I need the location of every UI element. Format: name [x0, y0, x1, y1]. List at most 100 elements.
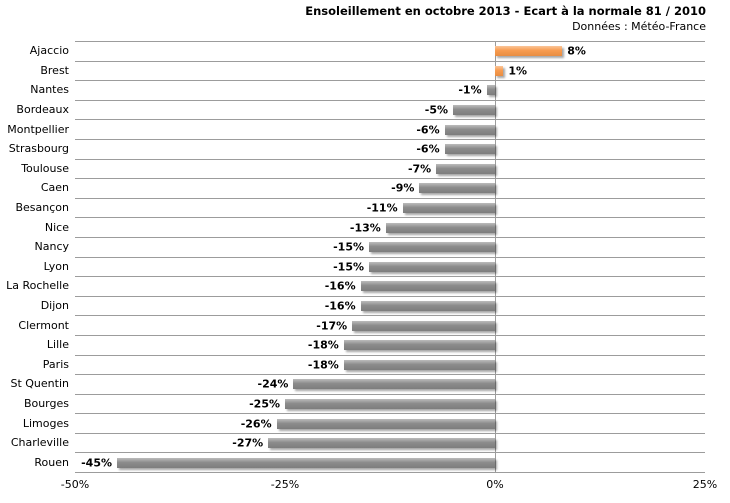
- value-label: -17%: [316, 319, 348, 333]
- category-label: Caen: [40, 181, 69, 195]
- chart-subtitle: Données : Météo-France: [572, 19, 706, 33]
- category-label: Dijon: [40, 299, 69, 313]
- negative-bar: [343, 340, 495, 351]
- category-label: Lyon: [43, 259, 69, 273]
- category-label: Clermont: [18, 318, 69, 332]
- value-label: 1%: [508, 64, 528, 78]
- negative-bar: [486, 85, 495, 96]
- category-label: Besançon: [15, 201, 69, 215]
- bar-row: -15%: [75, 258, 705, 278]
- value-label: -15%: [333, 240, 364, 254]
- plot-area: 8% 1% -1% -5% -6% -6% -7% -9% -11% -13% -15% -15% -1…: [75, 41, 705, 474]
- negative-bar: [360, 281, 495, 292]
- chart-header: Ensoleillement en octobre 2013 - Ecart à…: [200, 4, 706, 34]
- category-axis: Ajaccio Brest Nantes Bordeaux Montpellier Str…: [0, 41, 69, 472]
- bar-row: -27%: [75, 434, 705, 454]
- category-label: Strasbourg: [8, 142, 69, 156]
- value-label: -16%: [324, 279, 356, 293]
- category-label: Bordeaux: [16, 103, 69, 117]
- negative-bar: [444, 124, 495, 135]
- bar-row: 8%: [75, 42, 705, 62]
- bar-row: -13%: [75, 218, 705, 238]
- negative-bar: [285, 398, 495, 409]
- x-tick-label: -50%: [60, 478, 90, 491]
- bar-row: -15%: [75, 238, 705, 258]
- negative-bar: [293, 379, 495, 390]
- negative-bar: [352, 320, 495, 331]
- negative-bar: [369, 242, 495, 253]
- value-label: -24%: [257, 377, 289, 391]
- value-label: -6%: [416, 142, 440, 156]
- category-label: Montpellier: [7, 122, 69, 136]
- value-label: -16%: [324, 299, 356, 313]
- bar-row: -25%: [75, 395, 705, 415]
- value-label: -15%: [333, 260, 364, 274]
- bar-row: -24%: [75, 375, 705, 395]
- bar-row: -5%: [75, 101, 705, 121]
- x-axis: -50% -25% 0% 25%: [61, 478, 717, 494]
- negative-bar: [444, 144, 495, 155]
- x-tick-label: 25%: [692, 478, 718, 491]
- category-label: Toulouse: [21, 161, 69, 175]
- chart-title: Ensoleillement en octobre 2013 - Ecart à…: [305, 4, 706, 18]
- bar-row: -18%: [75, 356, 705, 376]
- bar-row: -16%: [75, 297, 705, 317]
- x-tick-label: -25%: [270, 478, 300, 491]
- category-label: Charleville: [10, 436, 69, 450]
- negative-bar: [385, 222, 495, 233]
- category-label: Nice: [44, 220, 69, 234]
- value-label: -18%: [307, 358, 339, 372]
- value-label: -13%: [349, 221, 381, 235]
- bar-row: -7%: [75, 160, 705, 180]
- category-label: Rouen: [34, 455, 69, 469]
- negative-bar: [276, 418, 495, 429]
- category-label: Bourges: [23, 396, 69, 410]
- value-label: -11%: [366, 201, 398, 215]
- bar-row: -9%: [75, 179, 705, 199]
- bar-row: -18%: [75, 336, 705, 356]
- category-label: St Quentin: [10, 377, 69, 391]
- bar-row: 1%: [75, 62, 705, 82]
- bar-row: -11%: [75, 199, 705, 219]
- category-label: Brest: [40, 63, 69, 77]
- category-label: Lille: [46, 338, 69, 352]
- bar-row: -6%: [75, 120, 705, 140]
- bar-row: -16%: [75, 277, 705, 297]
- value-label: 8%: [567, 44, 586, 58]
- category-label: Limoges: [22, 416, 69, 430]
- category-label: Nantes: [30, 83, 69, 97]
- value-label: -25%: [249, 397, 280, 411]
- value-label: -6%: [416, 123, 440, 137]
- negative-bar: [436, 163, 495, 174]
- value-label: -18%: [307, 338, 339, 352]
- value-label: -1%: [458, 83, 482, 97]
- negative-bar: [419, 183, 495, 194]
- bar-row: -1%: [75, 81, 705, 101]
- x-tick-label: 0%: [486, 478, 504, 491]
- value-label: -5%: [424, 103, 448, 117]
- category-label: La Rochelle: [6, 279, 69, 293]
- value-label: -26%: [240, 417, 272, 431]
- bar-row: -26%: [75, 414, 705, 434]
- negative-bar: [343, 359, 495, 370]
- negative-bar: [117, 457, 495, 468]
- negative-bar: [453, 105, 495, 116]
- value-label: -7%: [407, 162, 432, 176]
- category-label: Ajaccio: [29, 44, 69, 58]
- positive-bar: [495, 65, 504, 76]
- negative-bar: [360, 301, 495, 312]
- negative-bar: [402, 203, 495, 214]
- value-label: -27%: [232, 436, 264, 450]
- value-label: -9%: [391, 181, 415, 195]
- category-label: Nancy: [34, 240, 70, 254]
- bar-row: -6%: [75, 140, 705, 160]
- value-label: -45%: [81, 456, 112, 470]
- positive-bar: [495, 46, 563, 57]
- negative-bar: [268, 438, 495, 449]
- bar-row: -45%: [75, 453, 705, 474]
- negative-bar: [369, 261, 495, 272]
- bar-row: -17%: [75, 316, 705, 336]
- bar-rows: 8% 1% -1% -5% -6% -6% -7% -9% -11% -13% -15% -15% -1…: [75, 42, 705, 474]
- zero-axis-line: [495, 42, 496, 473]
